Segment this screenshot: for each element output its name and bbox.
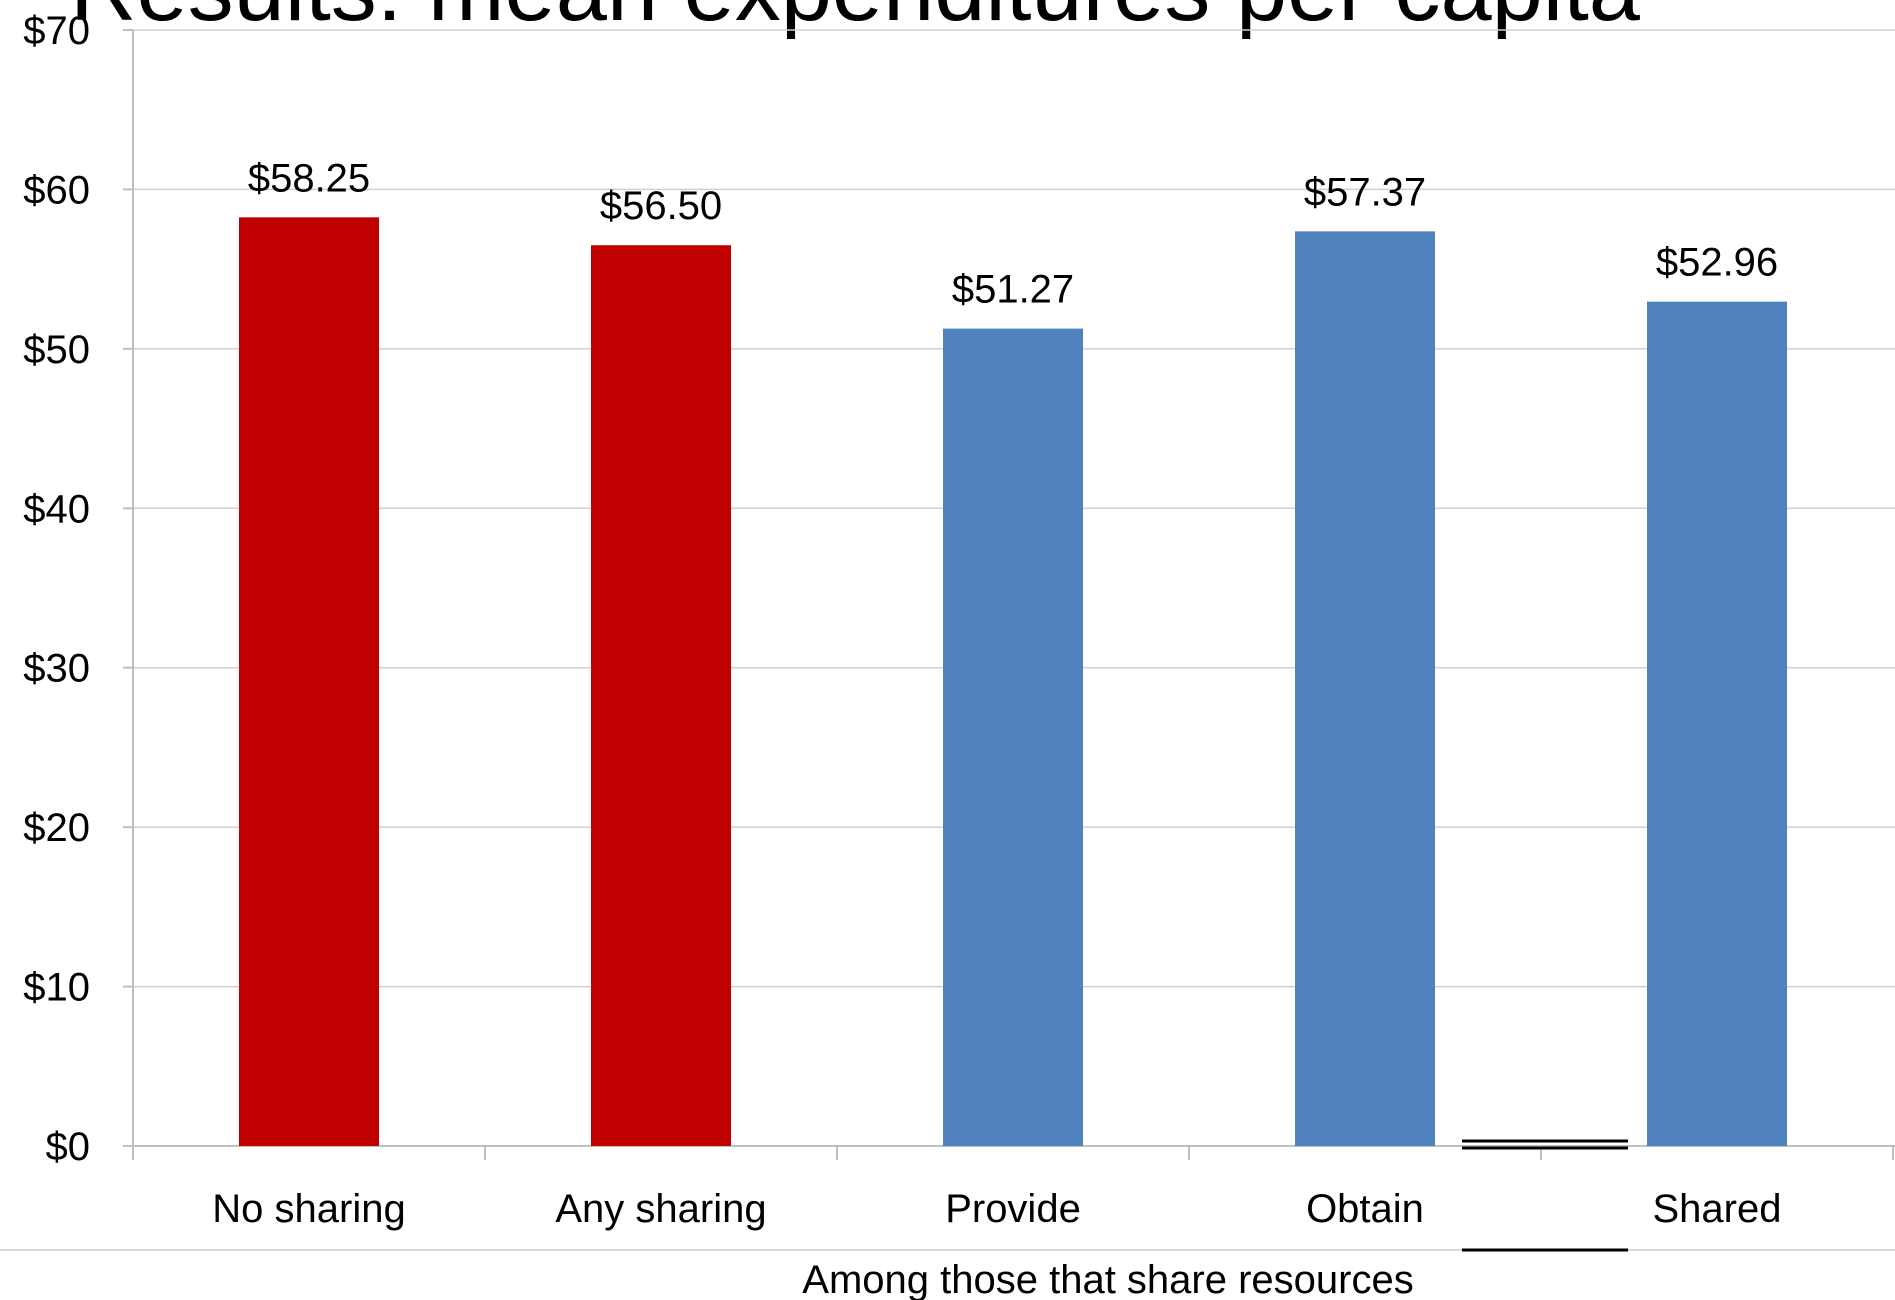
bar (1295, 231, 1435, 1147)
bar (239, 217, 379, 1147)
data-label: $58.25 (248, 156, 370, 200)
x-tick-label: Provide (945, 1187, 1081, 1231)
bar (591, 245, 731, 1146)
data-label: $56.50 (600, 184, 722, 228)
y-tick-label: $10 (23, 966, 90, 1010)
y-tick-label: $60 (23, 168, 90, 212)
y-tick-label: $50 (23, 328, 90, 372)
group-bracket (0, 1139, 1895, 1252)
x-tick-label: No sharing (212, 1187, 405, 1231)
x-tick-label: Obtain (1306, 1187, 1424, 1231)
y-tick-label: $0 (46, 1125, 91, 1169)
data-labels: $58.25 $56.50 $51.27 $57.37 $52.96 (248, 156, 1778, 311)
data-label: $51.27 (952, 268, 1074, 312)
x-tick-label: Any sharing (555, 1187, 766, 1231)
y-tick-label: $20 (23, 806, 90, 850)
x-tick-label: Shared (1653, 1187, 1782, 1231)
tick-labels: $0 $10 $20 $30 $40 $50 $60 $70 No sharing Any sha… (23, 9, 1781, 1231)
y-tick-label: $40 (23, 487, 90, 531)
data-label: $52.96 (1656, 241, 1778, 285)
data-label: $57.37 (1304, 170, 1426, 214)
y-tick-label: $70 (23, 9, 90, 53)
group-annotation: Among those that share resources (802, 1258, 1413, 1300)
chart-title: Results: mean expenditures per capita (70, 0, 1641, 40)
y-tick-label: $30 (23, 647, 90, 691)
bar (943, 328, 1083, 1146)
bars (239, 217, 1787, 1147)
bar (1647, 301, 1787, 1147)
